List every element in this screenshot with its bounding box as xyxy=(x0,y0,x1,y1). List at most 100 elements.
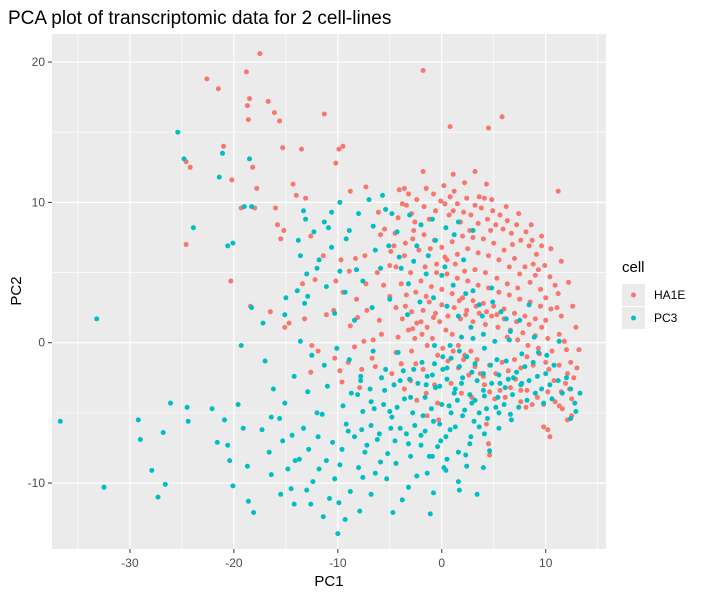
data-point-pc3 xyxy=(479,313,485,319)
data-point-ha1e xyxy=(347,188,353,194)
data-point-pc3 xyxy=(238,343,244,348)
data-point-ha1e xyxy=(413,289,419,295)
data-point-ha1e xyxy=(547,434,553,440)
data-point-ha1e xyxy=(456,298,462,304)
data-point-pc3 xyxy=(367,386,373,392)
data-point-pc3 xyxy=(541,400,547,406)
data-point-ha1e xyxy=(535,267,541,273)
data-point-pc3 xyxy=(489,285,495,291)
data-point-pc3 xyxy=(388,425,394,431)
data-point-ha1e xyxy=(490,208,496,214)
data-point-pc3 xyxy=(397,425,403,431)
data-point-pc3 xyxy=(372,470,378,476)
data-point-pc3 xyxy=(462,407,468,413)
data-point-pc3 xyxy=(337,268,343,274)
data-point-ha1e xyxy=(515,285,521,291)
data-point-pc3 xyxy=(297,338,303,344)
data-point-ha1e xyxy=(187,164,193,170)
data-point-pc3 xyxy=(532,390,538,396)
data-point-pc3 xyxy=(498,309,504,315)
data-point-pc3 xyxy=(427,511,433,517)
data-point-pc3 xyxy=(393,460,399,466)
data-point-pc3 xyxy=(497,380,503,386)
data-point-ha1e xyxy=(558,258,564,264)
data-point-pc3 xyxy=(414,243,420,249)
data-point-ha1e xyxy=(398,281,404,287)
data-point-ha1e xyxy=(406,191,411,197)
data-point-pc3 xyxy=(342,289,348,295)
data-point-pc3 xyxy=(429,453,435,459)
data-point-ha1e xyxy=(299,146,304,152)
data-point-ha1e xyxy=(183,242,189,247)
data-point-ha1e xyxy=(245,117,251,123)
data-point-pc3 xyxy=(297,253,303,259)
data-point-pc3 xyxy=(406,484,411,490)
data-point-pc3 xyxy=(450,282,456,288)
data-point-ha1e xyxy=(482,270,488,276)
data-point-pc3 xyxy=(359,427,365,433)
data-point-ha1e xyxy=(254,185,260,191)
data-point-pc3 xyxy=(448,410,454,416)
data-point-ha1e xyxy=(515,337,521,343)
data-point-pc3 xyxy=(507,329,513,334)
data-point-pc3 xyxy=(240,425,246,431)
data-point-pc3 xyxy=(343,236,349,242)
data-point-ha1e xyxy=(507,385,513,391)
data-point-pc3 xyxy=(476,410,482,416)
data-point-ha1e xyxy=(320,253,326,259)
data-point-ha1e xyxy=(418,319,424,325)
data-point-ha1e xyxy=(512,357,517,363)
data-point-ha1e xyxy=(504,218,510,224)
data-point-pc3 xyxy=(336,500,342,506)
data-point-ha1e xyxy=(489,313,495,319)
data-point-ha1e xyxy=(488,228,494,233)
data-point-pc3 xyxy=(484,406,489,412)
data-points xyxy=(57,51,583,537)
data-point-pc3 xyxy=(406,441,411,447)
data-point-pc3 xyxy=(241,204,247,210)
data-point-ha1e xyxy=(464,195,470,201)
data-point-ha1e xyxy=(431,191,436,197)
data-point-pc3 xyxy=(551,362,557,368)
data-point-pc3 xyxy=(288,486,294,492)
data-point-ha1e xyxy=(286,320,292,326)
data-point-pc3 xyxy=(343,421,349,427)
data-point-ha1e xyxy=(468,212,474,218)
chart-title: PCA plot of transcriptomic data for 2 ce… xyxy=(8,8,391,29)
data-point-ha1e xyxy=(406,327,411,333)
data-point-pc3 xyxy=(337,462,343,468)
data-point-pc3 xyxy=(493,404,499,410)
data-point-ha1e xyxy=(504,281,510,287)
data-point-pc3 xyxy=(455,313,461,319)
data-point-ha1e xyxy=(555,188,561,194)
data-point-ha1e xyxy=(395,334,401,340)
data-point-ha1e xyxy=(376,317,382,323)
data-point-ha1e xyxy=(443,327,449,333)
data-point-pc3 xyxy=(303,216,309,222)
data-point-pc3 xyxy=(383,206,389,212)
data-point-pc3 xyxy=(459,380,464,386)
data-point-ha1e xyxy=(546,366,552,372)
data-point-pc3 xyxy=(225,243,231,249)
data-point-ha1e xyxy=(563,380,568,386)
data-point-pc3 xyxy=(556,338,562,344)
data-point-ha1e xyxy=(429,336,435,341)
data-point-pc3 xyxy=(245,498,251,504)
data-point-ha1e xyxy=(545,389,551,395)
data-point-pc3 xyxy=(501,402,507,407)
data-point-pc3 xyxy=(216,174,222,180)
data-point-pc3 xyxy=(311,229,317,235)
data-point-pc3 xyxy=(414,473,420,479)
data-point-pc3 xyxy=(368,423,374,428)
data-point-pc3 xyxy=(94,316,100,322)
data-point-ha1e xyxy=(506,292,512,298)
data-point-pc3 xyxy=(444,365,450,371)
data-point-pc3 xyxy=(398,265,404,271)
data-point-pc3 xyxy=(519,380,525,386)
data-point-pc3 xyxy=(428,406,434,412)
data-point-pc3 xyxy=(471,418,477,424)
data-point-pc3 xyxy=(489,380,495,386)
data-point-pc3 xyxy=(335,531,341,537)
data-point-ha1e xyxy=(353,256,358,261)
data-point-pc3 xyxy=(342,517,348,522)
